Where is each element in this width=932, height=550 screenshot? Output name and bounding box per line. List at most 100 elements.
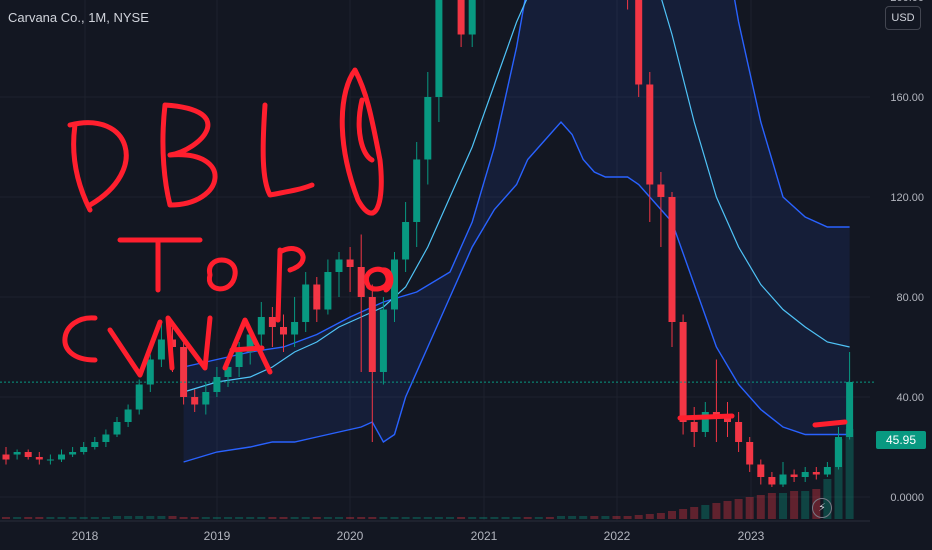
candle-body (46, 459, 54, 461)
grid (0, 0, 870, 520)
candle-body (679, 322, 687, 422)
candle-body (657, 184, 665, 197)
candle-body (180, 347, 188, 397)
stroke-price-mark (812, 419, 848, 428)
candle-body (812, 472, 820, 475)
candle-body (35, 457, 43, 460)
candle-body (191, 397, 199, 405)
candle-body (835, 437, 842, 467)
volume-bar (767, 493, 776, 519)
volume-bar (390, 517, 399, 519)
x-tick-label: 2019 (204, 529, 231, 543)
volume-bar (623, 516, 632, 519)
candle-body (823, 467, 831, 475)
candle-body (146, 359, 154, 385)
candle-body (135, 384, 143, 410)
volume-bar (634, 515, 643, 519)
candle-body (790, 474, 798, 477)
candle-body (346, 259, 354, 267)
volume-bar (612, 516, 621, 519)
volume-bar (479, 517, 488, 519)
volume-bar (357, 517, 366, 519)
volume-bar (434, 517, 443, 519)
volume-bar (135, 516, 144, 519)
volume-bar (2, 517, 10, 519)
y-tick-label: 80.00 (896, 292, 924, 304)
y-tick-label: 120.00 (890, 192, 924, 204)
volume-bar (801, 491, 810, 519)
candle-body (246, 334, 254, 352)
volume-bar (512, 517, 521, 519)
currency-button[interactable]: USD (885, 6, 921, 30)
y-tick-label: 0.0000 (890, 492, 924, 504)
candle-body (235, 352, 243, 367)
volume-bar (312, 517, 321, 519)
volume-bar (723, 501, 732, 519)
volume-bar (412, 517, 421, 519)
bollinger-bands (183, 0, 850, 463)
x-tick-label: 2022 (604, 529, 631, 543)
upper-band-line (183, 0, 850, 368)
candle-body (468, 0, 476, 35)
x-tick-label: 2021 (471, 529, 498, 543)
volume-bar (246, 517, 255, 519)
volume-bar (257, 517, 266, 519)
candle-body (213, 377, 221, 392)
candle-body (690, 422, 698, 432)
lightning-icon[interactable]: ⚡ (812, 498, 832, 518)
candle-body (701, 412, 709, 432)
volume-bar (579, 516, 588, 519)
candle-body (801, 472, 809, 477)
x-tick-label: 2023 (738, 529, 765, 543)
volume-bar (568, 516, 577, 519)
volume-bar (24, 517, 33, 519)
candle-body (280, 327, 287, 335)
x-tick-label: 2018 (72, 529, 99, 543)
volume-bar (224, 517, 232, 519)
volume-bar (235, 517, 244, 519)
volume-bar (557, 516, 565, 519)
volume-bar (13, 517, 22, 519)
candle-body (2, 454, 10, 460)
y-tick-label: 40.00 (896, 392, 924, 404)
volume-bar (523, 517, 532, 519)
volume-bar (323, 517, 332, 519)
candle-body (635, 0, 643, 85)
candle-body (379, 309, 387, 372)
volume-bar (668, 511, 676, 519)
volume-bar (35, 517, 44, 519)
candle-body (402, 222, 410, 260)
volume-bar (845, 429, 854, 519)
candle-body (113, 422, 121, 435)
lower-band-line (183, 120, 850, 463)
volume-bar (701, 505, 710, 519)
candle-body (268, 317, 276, 327)
volume-bar (645, 514, 654, 519)
candle-body (668, 197, 676, 322)
candle-body (302, 284, 310, 322)
last-price-tag: 45.95 (876, 431, 926, 449)
candle-body (102, 434, 110, 442)
volume-bar (335, 517, 343, 519)
candle-body (457, 0, 465, 35)
volume-bar (790, 491, 799, 519)
volume-bar (90, 517, 99, 519)
volume-bar (157, 516, 166, 519)
chart-title: Carvana Co., 1M, NYSE (8, 10, 149, 25)
candle-body (91, 442, 99, 447)
candle-body (80, 447, 88, 452)
volume-bar (57, 517, 66, 519)
stroke-letter-a (222, 317, 273, 375)
volume-bar (179, 517, 188, 519)
volume-bar (168, 516, 177, 519)
volume-bar (423, 517, 432, 519)
volume-bar (379, 517, 388, 519)
candle-body (779, 474, 787, 485)
candle-body (424, 97, 432, 160)
candle-body (391, 259, 398, 310)
candle-body (157, 339, 165, 360)
volume-bar (268, 517, 277, 519)
candle-body (324, 272, 332, 310)
volume-bar (756, 495, 765, 519)
